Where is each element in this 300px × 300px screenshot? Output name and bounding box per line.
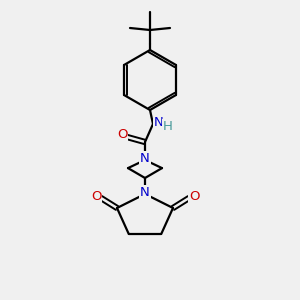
Text: O: O	[189, 190, 199, 202]
Text: O: O	[117, 128, 127, 142]
Text: N: N	[140, 185, 150, 199]
Text: N: N	[154, 116, 164, 128]
Text: N: N	[140, 152, 150, 164]
Text: O: O	[91, 190, 101, 202]
Text: H: H	[163, 119, 173, 133]
